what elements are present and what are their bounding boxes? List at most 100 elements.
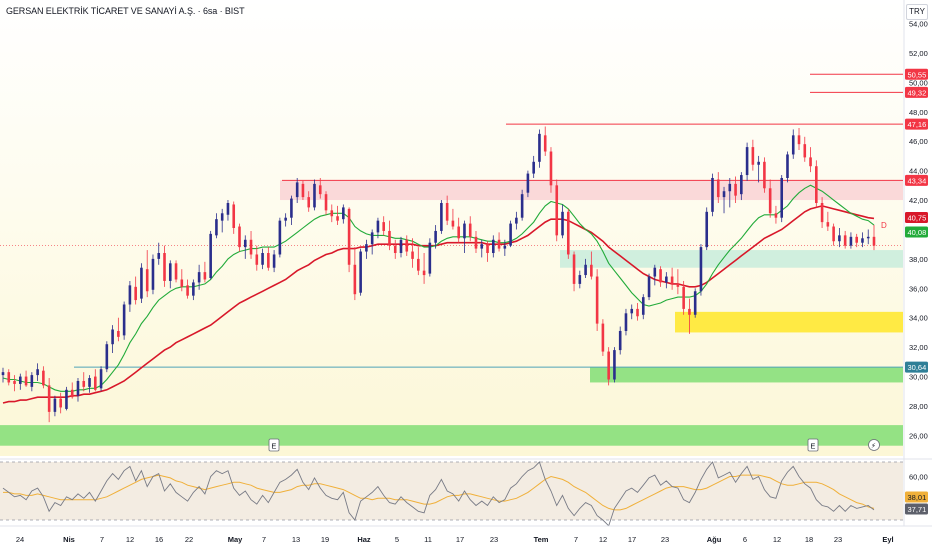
candle[interactable] xyxy=(647,273,651,301)
candle[interactable] xyxy=(866,229,870,245)
candle[interactable] xyxy=(370,229,374,255)
candle[interactable] xyxy=(88,375,91,393)
candle[interactable] xyxy=(728,177,732,208)
candle[interactable] xyxy=(255,245,259,271)
candle[interactable] xyxy=(682,280,685,315)
candle[interactable] xyxy=(157,242,161,265)
candle[interactable] xyxy=(515,211,518,230)
candle[interactable] xyxy=(497,232,501,252)
candle[interactable] xyxy=(613,347,616,383)
candle[interactable] xyxy=(215,213,218,239)
candle[interactable] xyxy=(618,326,622,355)
candle[interactable] xyxy=(751,139,755,171)
candle[interactable] xyxy=(388,220,391,251)
candle[interactable] xyxy=(457,217,460,243)
candle[interactable] xyxy=(474,230,478,254)
candle[interactable] xyxy=(670,267,674,290)
candle[interactable] xyxy=(463,220,466,254)
candle[interactable] xyxy=(324,191,328,215)
candle[interactable] xyxy=(145,250,149,298)
candle[interactable] xyxy=(561,204,564,239)
candle[interactable] xyxy=(630,304,634,320)
candle[interactable] xyxy=(105,341,109,373)
candle[interactable] xyxy=(601,319,605,356)
candle[interactable] xyxy=(19,373,22,390)
candle[interactable] xyxy=(13,375,16,392)
candle[interactable] xyxy=(486,241,489,262)
candle[interactable] xyxy=(347,207,351,273)
candle[interactable] xyxy=(624,308,628,336)
candle[interactable] xyxy=(318,177,322,199)
candle[interactable] xyxy=(353,247,357,301)
candle[interactable] xyxy=(578,270,582,289)
candle[interactable] xyxy=(543,126,547,156)
candle[interactable] xyxy=(532,155,535,178)
candle[interactable] xyxy=(330,204,334,223)
candle[interactable] xyxy=(295,177,299,203)
candle[interactable] xyxy=(192,279,195,301)
candle[interactable] xyxy=(59,392,62,414)
candle[interactable] xyxy=(711,173,714,217)
candle[interactable] xyxy=(520,189,524,221)
candle[interactable] xyxy=(445,195,449,226)
candle[interactable] xyxy=(855,233,858,248)
candle[interactable] xyxy=(786,151,789,183)
candle[interactable] xyxy=(838,228,841,248)
candle[interactable] xyxy=(249,230,253,259)
candle[interactable] xyxy=(768,179,772,218)
candle[interactable] xyxy=(641,294,645,320)
candle[interactable] xyxy=(411,238,414,268)
candle[interactable] xyxy=(99,366,103,392)
candle[interactable] xyxy=(774,205,778,224)
candle[interactable] xyxy=(722,186,726,214)
candle[interactable] xyxy=(243,235,247,259)
candle[interactable] xyxy=(301,180,305,201)
candle[interactable] xyxy=(665,272,668,289)
candle[interactable] xyxy=(815,160,818,208)
candle[interactable] xyxy=(134,276,137,305)
candle[interactable] xyxy=(843,230,847,249)
candle[interactable] xyxy=(745,142,749,181)
candle[interactable] xyxy=(151,254,155,295)
candle[interactable] xyxy=(42,366,45,389)
candle[interactable] xyxy=(180,269,184,292)
candle[interactable] xyxy=(342,204,345,224)
candle[interactable] xyxy=(780,175,784,223)
candle[interactable] xyxy=(7,369,11,386)
candle[interactable] xyxy=(688,298,691,334)
candle[interactable] xyxy=(186,279,189,299)
candle[interactable] xyxy=(480,239,484,258)
candle[interactable] xyxy=(693,288,697,318)
candle[interactable] xyxy=(93,369,97,392)
candle[interactable] xyxy=(659,266,662,287)
candle[interactable] xyxy=(24,370,28,387)
candle[interactable] xyxy=(734,176,737,203)
candle[interactable] xyxy=(47,378,51,423)
candle[interactable] xyxy=(740,172,743,201)
candle[interactable] xyxy=(705,207,709,251)
candle[interactable] xyxy=(76,378,80,402)
candle[interactable] xyxy=(163,245,166,287)
candle[interactable] xyxy=(555,179,559,242)
candle[interactable] xyxy=(872,225,876,251)
candle[interactable] xyxy=(468,216,472,242)
candle[interactable] xyxy=(803,136,807,162)
candle[interactable] xyxy=(584,258,587,279)
candle[interactable] xyxy=(70,382,74,399)
candle[interactable] xyxy=(440,200,443,234)
candle[interactable] xyxy=(434,225,437,249)
candle[interactable] xyxy=(226,200,230,221)
candle[interactable] xyxy=(809,147,812,173)
candle[interactable] xyxy=(590,251,593,280)
candle[interactable] xyxy=(140,263,143,304)
candle[interactable] xyxy=(699,244,703,296)
candle[interactable] xyxy=(261,248,264,270)
candle[interactable] xyxy=(336,205,339,226)
candle[interactable] xyxy=(1,367,5,383)
candle[interactable] xyxy=(30,372,34,392)
candle[interactable] xyxy=(128,280,132,312)
candle[interactable] xyxy=(272,250,276,273)
candle[interactable] xyxy=(538,129,541,168)
candle[interactable] xyxy=(393,239,397,259)
candle[interactable] xyxy=(65,386,68,411)
